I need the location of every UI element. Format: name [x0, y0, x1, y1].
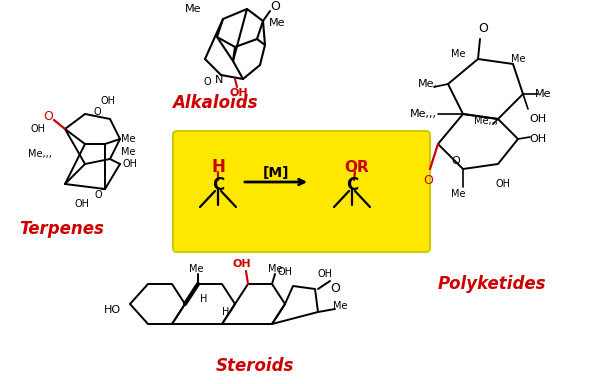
Text: C: C: [212, 176, 224, 194]
Text: OH: OH: [317, 269, 332, 279]
Text: Me: Me: [535, 89, 551, 99]
Text: OR: OR: [344, 159, 370, 174]
Text: Me,,,: Me,,,: [409, 109, 437, 119]
Text: H: H: [223, 307, 230, 317]
Text: O: O: [478, 23, 488, 35]
Text: O: O: [94, 190, 102, 200]
Text: Me: Me: [451, 189, 465, 199]
Text: O: O: [330, 283, 340, 296]
Text: H: H: [211, 158, 225, 176]
Text: Me: Me: [185, 4, 201, 14]
Text: Me: Me: [189, 264, 203, 274]
Text: Me: Me: [451, 49, 465, 59]
Text: OH: OH: [101, 96, 115, 106]
Text: [M]: [M]: [263, 166, 289, 180]
Text: O: O: [203, 77, 211, 87]
Text: HO: HO: [103, 305, 121, 315]
Text: Me: Me: [121, 147, 135, 157]
Text: O: O: [270, 0, 280, 13]
Text: OH: OH: [496, 179, 511, 189]
Text: Me,: Me,: [418, 79, 438, 89]
Text: OH: OH: [31, 124, 46, 134]
Text: OH: OH: [529, 114, 547, 124]
Text: O: O: [43, 111, 53, 124]
Text: O: O: [452, 156, 460, 166]
Text: OH: OH: [122, 159, 137, 169]
FancyBboxPatch shape: [173, 131, 430, 252]
Text: Polyketides: Polyketides: [438, 275, 546, 293]
Text: OH: OH: [233, 259, 251, 269]
Text: Steroids: Steroids: [216, 357, 294, 375]
Text: Me,,,: Me,,,: [474, 116, 498, 126]
Text: C: C: [346, 176, 358, 194]
Text: OH: OH: [230, 88, 248, 98]
Text: Alkaloids: Alkaloids: [172, 94, 258, 112]
Text: H: H: [200, 294, 208, 304]
Text: Terpenes: Terpenes: [20, 220, 104, 238]
Text: O: O: [423, 174, 433, 187]
Text: Me: Me: [511, 54, 525, 64]
Text: Me,,,: Me,,,: [28, 149, 52, 159]
Text: N: N: [215, 75, 223, 85]
Text: Me: Me: [333, 301, 347, 311]
Text: Me: Me: [268, 264, 282, 274]
Text: OH: OH: [529, 134, 547, 144]
Text: Me: Me: [121, 134, 135, 144]
Text: OH: OH: [74, 199, 89, 209]
Text: Me: Me: [269, 18, 285, 28]
Text: OH: OH: [277, 267, 293, 277]
Text: O: O: [93, 107, 101, 117]
